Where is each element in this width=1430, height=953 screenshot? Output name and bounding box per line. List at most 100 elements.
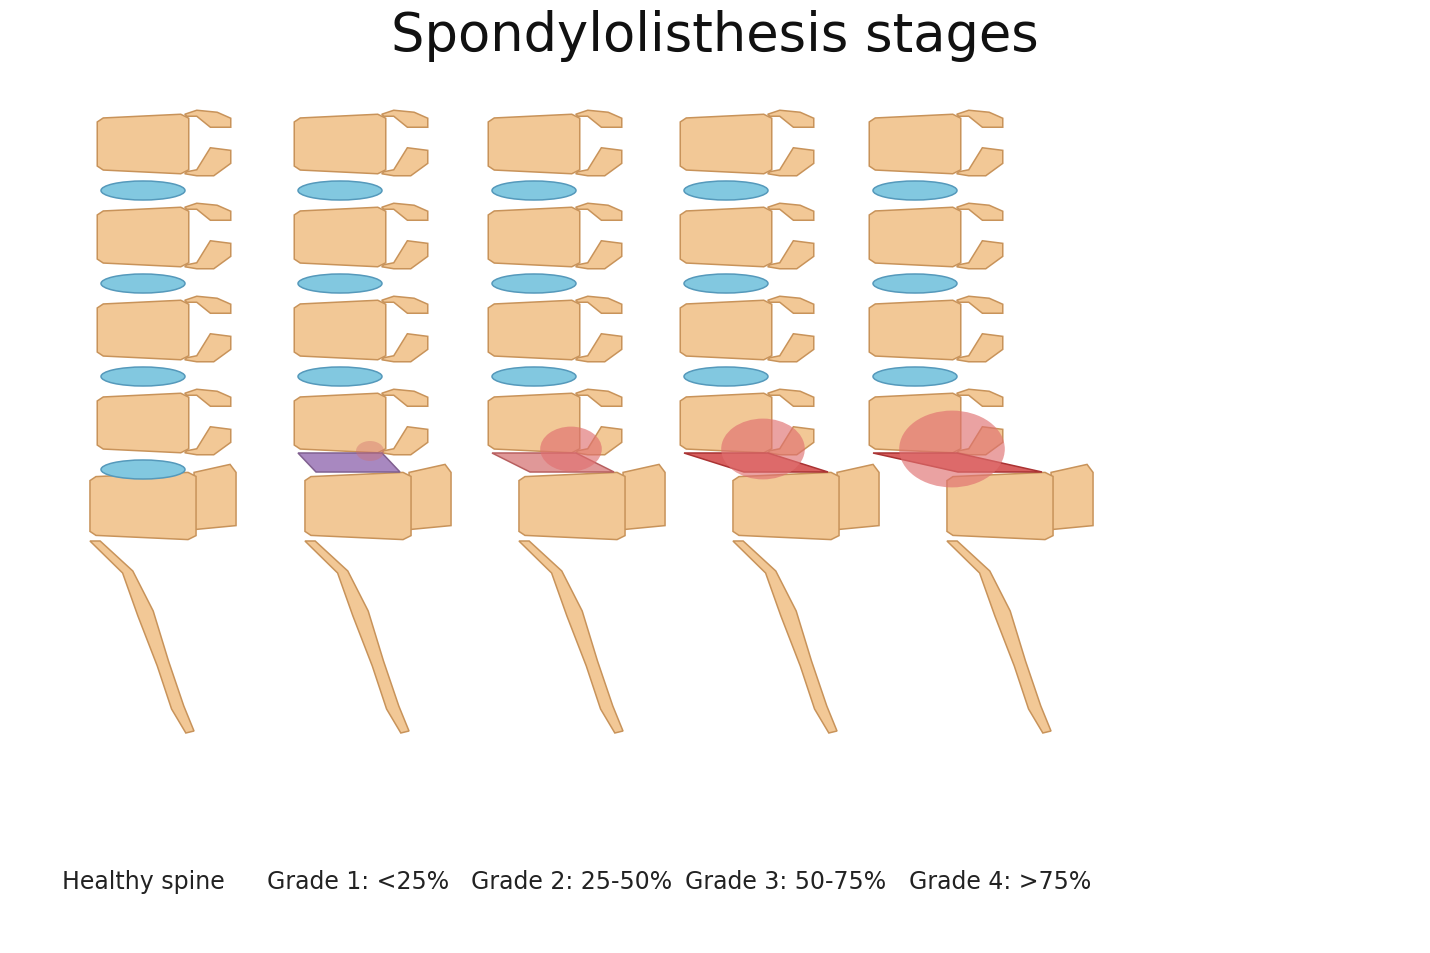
Polygon shape [957, 149, 1002, 176]
Ellipse shape [872, 274, 957, 294]
Text: Healthy spine: Healthy spine [61, 869, 225, 893]
Polygon shape [768, 149, 814, 176]
Polygon shape [576, 112, 622, 128]
Polygon shape [869, 208, 961, 268]
Polygon shape [576, 390, 622, 407]
Ellipse shape [492, 368, 576, 387]
Ellipse shape [297, 182, 382, 201]
Polygon shape [519, 473, 625, 540]
Polygon shape [295, 208, 386, 268]
Polygon shape [382, 149, 428, 176]
Ellipse shape [721, 419, 805, 480]
Ellipse shape [356, 441, 385, 461]
Polygon shape [576, 335, 622, 362]
Polygon shape [681, 394, 772, 454]
Ellipse shape [492, 274, 576, 294]
Text: Grade 4: >75%: Grade 4: >75% [909, 869, 1091, 893]
Polygon shape [194, 465, 236, 530]
Polygon shape [295, 301, 386, 360]
Ellipse shape [541, 427, 602, 472]
Ellipse shape [102, 274, 184, 294]
Polygon shape [768, 390, 814, 407]
Polygon shape [768, 297, 814, 314]
Polygon shape [957, 335, 1002, 362]
Ellipse shape [297, 368, 382, 387]
Polygon shape [97, 208, 189, 268]
Polygon shape [97, 394, 189, 454]
Polygon shape [488, 115, 579, 174]
Polygon shape [382, 204, 428, 221]
Polygon shape [184, 241, 230, 270]
Polygon shape [97, 301, 189, 360]
Polygon shape [382, 335, 428, 362]
Polygon shape [184, 390, 230, 407]
Ellipse shape [492, 182, 576, 201]
Polygon shape [734, 541, 837, 733]
Polygon shape [768, 241, 814, 270]
Polygon shape [576, 297, 622, 314]
Polygon shape [90, 541, 194, 733]
Ellipse shape [684, 274, 768, 294]
Polygon shape [869, 394, 961, 454]
Polygon shape [519, 541, 623, 733]
Polygon shape [184, 112, 230, 128]
Polygon shape [768, 427, 814, 456]
Polygon shape [295, 394, 386, 454]
Ellipse shape [297, 274, 382, 294]
Polygon shape [382, 427, 428, 456]
Polygon shape [97, 115, 189, 174]
Polygon shape [837, 465, 879, 530]
Polygon shape [409, 465, 450, 530]
Polygon shape [957, 297, 1002, 314]
Text: Spondylolisthesis stages: Spondylolisthesis stages [392, 10, 1038, 62]
Polygon shape [947, 473, 1052, 540]
Polygon shape [872, 454, 1042, 473]
Polygon shape [382, 112, 428, 128]
Polygon shape [90, 473, 196, 540]
Ellipse shape [899, 411, 1005, 488]
Polygon shape [297, 454, 400, 473]
Polygon shape [947, 541, 1051, 733]
Polygon shape [1051, 465, 1093, 530]
Polygon shape [382, 241, 428, 270]
Polygon shape [768, 335, 814, 362]
Polygon shape [957, 241, 1002, 270]
Polygon shape [681, 208, 772, 268]
Polygon shape [957, 204, 1002, 221]
Ellipse shape [684, 368, 768, 387]
Polygon shape [869, 301, 961, 360]
Ellipse shape [872, 182, 957, 201]
Ellipse shape [102, 368, 184, 387]
Polygon shape [488, 394, 579, 454]
Polygon shape [681, 301, 772, 360]
Polygon shape [576, 149, 622, 176]
Polygon shape [734, 473, 839, 540]
Text: Grade 3: 50-75%: Grade 3: 50-75% [685, 869, 887, 893]
Polygon shape [382, 390, 428, 407]
Polygon shape [576, 427, 622, 456]
Text: Grade 1: <25%: Grade 1: <25% [267, 869, 449, 893]
Polygon shape [184, 335, 230, 362]
Polygon shape [768, 112, 814, 128]
Polygon shape [488, 208, 579, 268]
Polygon shape [957, 427, 1002, 456]
Ellipse shape [102, 182, 184, 201]
Polygon shape [305, 541, 409, 733]
Polygon shape [492, 454, 613, 473]
Polygon shape [768, 204, 814, 221]
Polygon shape [684, 454, 828, 473]
Polygon shape [184, 427, 230, 456]
Polygon shape [184, 204, 230, 221]
Ellipse shape [684, 182, 768, 201]
Polygon shape [957, 390, 1002, 407]
Polygon shape [576, 241, 622, 270]
Text: Grade 2: 25-50%: Grade 2: 25-50% [472, 869, 672, 893]
Polygon shape [623, 465, 665, 530]
Polygon shape [295, 115, 386, 174]
Polygon shape [576, 204, 622, 221]
Polygon shape [869, 115, 961, 174]
Polygon shape [957, 112, 1002, 128]
Polygon shape [305, 473, 410, 540]
Polygon shape [382, 297, 428, 314]
Ellipse shape [102, 460, 184, 479]
